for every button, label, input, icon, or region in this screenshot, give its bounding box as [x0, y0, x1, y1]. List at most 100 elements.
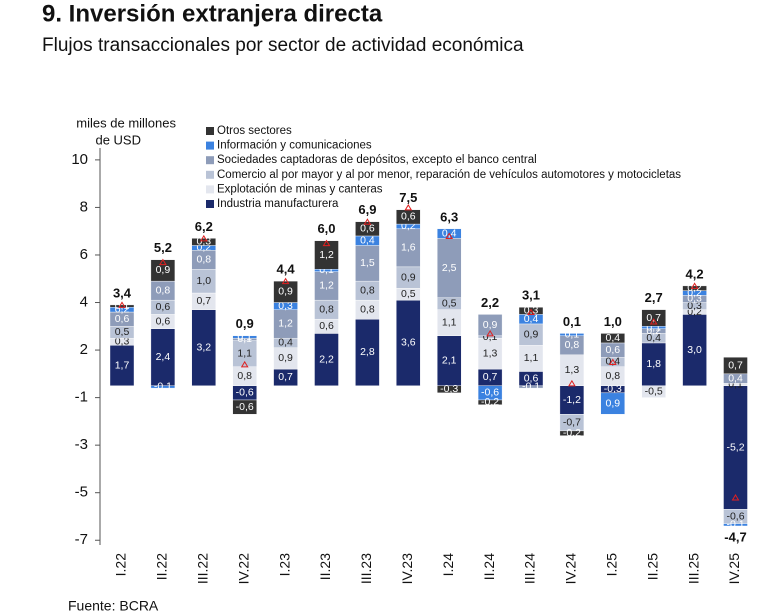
bar-segment [150, 328, 176, 386]
total-label: 6,9 [358, 202, 376, 217]
value-label: -0,6 [236, 401, 254, 413]
value-label: 0,6 [524, 372, 539, 384]
total-label: 3,1 [522, 288, 540, 303]
value-label: 1,1 [524, 352, 539, 364]
total-label: 6,3 [440, 209, 458, 224]
value-label: 2,1 [442, 355, 457, 367]
x-tick-label: III.25 [685, 553, 701, 584]
legend-swatch [206, 185, 214, 194]
value-label: 0,7 [646, 312, 661, 324]
total-marker [159, 258, 167, 266]
total-marker [649, 318, 658, 325]
total-label: 4,4 [277, 262, 296, 277]
value-label: -0,5 [645, 385, 663, 397]
x-tick-label: I.22 [113, 553, 129, 577]
value-label: 0,9 [605, 397, 620, 409]
x-tick-label: IV.22 [235, 553, 251, 585]
value-label: 0,5 [401, 288, 416, 300]
value-label: 0,9 [156, 264, 171, 276]
value-label: 0,1 [565, 328, 580, 340]
value-label: -0,3 [604, 383, 622, 395]
total-label: 6,0 [317, 221, 335, 236]
x-tick-label: IV.24 [563, 553, 579, 585]
source: Fuente: BCRA [68, 598, 159, 614]
bar-segment [191, 238, 217, 246]
value-label: 0,8 [360, 284, 375, 296]
value-label: 0,6 [156, 301, 171, 313]
value-label: -0,6 [481, 387, 499, 399]
value-label: -0,3 [440, 383, 458, 395]
value-label: 1,2 [319, 280, 334, 292]
value-label: 0,1 [115, 300, 130, 312]
value-label: -0,2 [563, 427, 581, 439]
total-label: 3,4 [113, 285, 132, 300]
value-label: 1,7 [115, 359, 130, 371]
y-tick-label: 8 [80, 198, 88, 215]
value-label: -0,2 [481, 396, 499, 408]
x-tick-label: II.23 [317, 553, 333, 580]
bar-segment [477, 337, 503, 370]
x-tick-label: I.24 [440, 553, 456, 577]
x-tick-label: IV.23 [399, 553, 415, 585]
total-label: -4,7 [724, 529, 746, 544]
total-marker [322, 239, 331, 247]
value-label: -0,7 [563, 416, 581, 428]
value-label: 0,5 [442, 297, 457, 309]
legend-swatch [206, 170, 214, 179]
value-label: 0,3 [278, 300, 293, 312]
bar-segment [273, 309, 298, 339]
y-axis-title: de USD [95, 132, 141, 147]
value-label: -0,6 [236, 387, 254, 399]
bar-segment [437, 238, 462, 298]
bar-segment [518, 345, 544, 372]
x-tick-label: I.25 [604, 553, 620, 577]
bar-segment [641, 342, 666, 386]
value-label: 0,4 [605, 356, 620, 368]
total-label: 4,2 [686, 266, 704, 281]
bar-segment [559, 333, 585, 337]
value-label: 0,4 [605, 332, 620, 344]
x-tick-label: III.23 [358, 553, 374, 584]
value-label: 1,8 [646, 358, 661, 370]
value-label: 2,2 [319, 353, 334, 365]
value-label: 1,3 [483, 347, 498, 359]
x-tick-label: III.24 [522, 553, 538, 584]
value-label: 0,7 [728, 359, 743, 371]
value-label: 0,7 [483, 371, 498, 383]
value-label: 0,4 [728, 372, 743, 384]
legend-label: Comercio al por mayor y al por menor, re… [217, 169, 681, 181]
value-label: 0,4 [360, 234, 375, 246]
value-label: 3,0 [687, 344, 702, 356]
value-label: 3,6 [401, 337, 416, 349]
value-label: -0,1 [522, 381, 540, 393]
bar-segment [723, 523, 748, 527]
value-label: 1,1 [442, 317, 457, 329]
legend-swatch [206, 156, 214, 165]
total-label: 0,9 [236, 316, 254, 331]
total-label: 6,2 [195, 219, 213, 234]
value-label: 0,4 [278, 337, 293, 349]
x-tick-label: I.23 [276, 553, 292, 577]
bar-segment [437, 385, 462, 394]
legend-swatch [206, 141, 214, 150]
value-label: -0,1 [726, 519, 744, 531]
value-label: 0,8 [319, 303, 334, 315]
value-label: 2,8 [360, 346, 375, 358]
y-tick-label: 10 [71, 151, 88, 168]
value-label: 0,8 [196, 254, 211, 266]
value-label: 0,3 [196, 236, 211, 248]
total-marker [527, 308, 535, 316]
total-marker [690, 282, 699, 289]
y-tick-label: -5 [75, 484, 88, 501]
value-label: 0,5 [115, 326, 130, 338]
value-label: 1,3 [565, 364, 580, 376]
chart-subtitle: Flujos transaccionales por sector de act… [42, 35, 524, 56]
x-tick-label: II.22 [154, 553, 170, 580]
total-marker [568, 379, 576, 387]
total-label: 2,7 [645, 290, 663, 305]
legend-label: Explotación de minas y canteras [217, 183, 383, 195]
value-label: -0,6 [726, 510, 744, 522]
x-tick-label: II.24 [481, 553, 497, 580]
total-marker [404, 203, 413, 211]
value-label: 0,3 [687, 300, 702, 312]
